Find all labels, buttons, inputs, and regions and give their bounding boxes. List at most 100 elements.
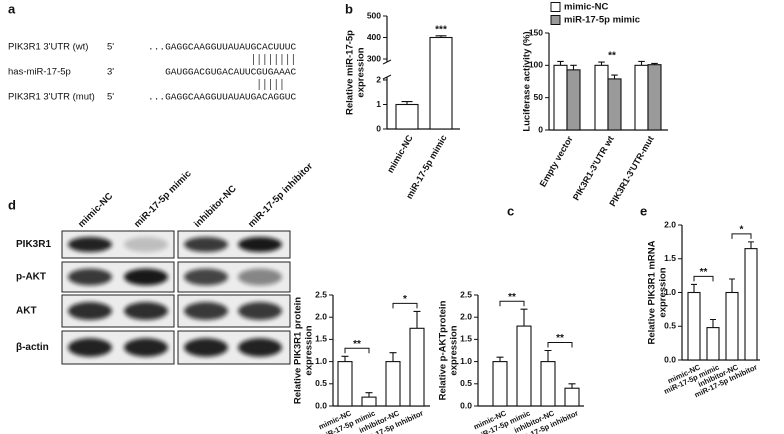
- significance-bracket: [693, 275, 714, 282]
- blot-band: [184, 268, 228, 286]
- y-tick-label: 0.5: [664, 321, 676, 331]
- error-bar: [611, 74, 618, 79]
- sequence-end: 3': [107, 67, 114, 78]
- bar: [687, 291, 701, 361]
- bar: [540, 361, 556, 407]
- blot-row-label: AKT: [16, 306, 37, 317]
- significance-bracket: [731, 233, 752, 239]
- sequence-name: PIK3R1 3'UTR (mut): [8, 92, 95, 103]
- bar: [409, 327, 425, 407]
- error-bar: [691, 283, 697, 293]
- significance-label: **: [556, 333, 564, 344]
- bar: [361, 396, 377, 407]
- blot-row-label: p-AKT: [16, 272, 46, 283]
- blot-band: [68, 338, 112, 357]
- y-axis-label: Luciferase activity (%): [522, 31, 533, 131]
- y-tick-label: 1.5: [460, 334, 472, 344]
- panel-letter: e: [640, 203, 647, 218]
- significance-bracket: [392, 302, 418, 309]
- blot-band: [238, 338, 282, 357]
- y-tick-label: 150: [529, 27, 543, 37]
- blot-band: [124, 236, 168, 253]
- x-tick-label: PIK3R1-3'UTR-mut: [607, 134, 655, 208]
- y-tick-label: 1.5: [315, 334, 327, 344]
- blot-band: [68, 236, 112, 253]
- y-axis-label: expression: [449, 325, 460, 375]
- y-tick-label: 400: [367, 32, 381, 42]
- bar: [607, 78, 622, 131]
- panel-letter: b: [345, 1, 353, 16]
- sequence-end: 5': [107, 92, 114, 103]
- bar: [594, 64, 609, 131]
- y-tick-label: 0.0: [664, 354, 676, 364]
- bar: [553, 64, 568, 131]
- sequence-segment: ACAGG: [256, 92, 285, 103]
- sequence-segment: GAUGGACGUGACAUU: [148, 67, 251, 78]
- blot-band: [124, 338, 168, 357]
- blot-band: [184, 302, 228, 320]
- sequence-segment: CGUGAAAC: [251, 67, 297, 78]
- y-tick-label: 100: [529, 60, 543, 70]
- error-bar: [544, 349, 552, 362]
- blot-column-label: miR-17-5p mimic: [132, 168, 194, 230]
- bar: [564, 387, 580, 407]
- error-bar: [496, 356, 504, 362]
- y-axis-label: Relative PIK3R1 protein: [293, 297, 304, 404]
- y-tick-label: 1.0: [664, 287, 676, 297]
- error-bar: [365, 392, 373, 398]
- error-bar: [729, 278, 735, 293]
- sequence-segment: ...GAGGCAAGGUUAUAU: [148, 42, 251, 53]
- bar: [337, 361, 353, 407]
- error-bar: [557, 60, 564, 66]
- significance-label: **: [608, 51, 616, 62]
- bar: [744, 248, 758, 361]
- error-bar: [341, 355, 349, 362]
- significance-label: ***: [435, 24, 447, 35]
- blot-band: [238, 302, 282, 320]
- error-bar: [651, 62, 658, 65]
- bar: [429, 36, 453, 130]
- y-tick-label: 2.0: [315, 311, 327, 321]
- significance-label: **: [700, 267, 708, 278]
- legend-swatch: [550, 2, 561, 12]
- significance-bracket: [499, 300, 525, 307]
- y-tick-label: 2.0: [664, 219, 676, 229]
- significance-label: **: [353, 339, 361, 350]
- y-tick-label: 2.5: [315, 289, 327, 299]
- y-axis-label: Relative p-AKTprotein: [438, 300, 449, 400]
- sequence-segment: UC: [285, 92, 297, 103]
- y-tick-label: 2: [376, 74, 381, 84]
- blot-band: [68, 302, 112, 320]
- bar: [647, 64, 662, 131]
- error-bar: [568, 383, 576, 389]
- axis-break: [382, 74, 392, 80]
- error-bar: [638, 60, 645, 66]
- y-axis-label: expression: [658, 267, 669, 317]
- y-tick-label: 0.0: [460, 400, 472, 410]
- panel-letter: d: [8, 197, 16, 212]
- x-tick-label: mimic-NC: [385, 133, 415, 175]
- y-tick-label: 2.0: [460, 311, 472, 321]
- blot-column-label: inhibitor-NC: [192, 183, 239, 230]
- error-bar: [413, 310, 421, 329]
- error-bar: [401, 101, 413, 105]
- y-tick-label: 1.0: [460, 356, 472, 366]
- y-axis-label: expression: [356, 47, 367, 97]
- y-tick-label: 0.5: [460, 378, 472, 388]
- y-tick-label: 0: [376, 123, 381, 133]
- blot-column-label: miR-17-5p inhibitor: [246, 161, 315, 230]
- error-bar: [520, 308, 528, 327]
- legend-swatch: [550, 15, 561, 25]
- significance-label: **: [508, 292, 516, 303]
- error-bar: [570, 64, 577, 70]
- blot-band: [68, 268, 112, 286]
- y-tick-label: 0.0: [315, 400, 327, 410]
- x-tick-label: Empty vector: [538, 134, 575, 189]
- y-tick-label: 500: [367, 10, 381, 20]
- axis-break: [382, 59, 392, 65]
- error-bar: [748, 241, 754, 249]
- y-tick-label: 0: [538, 124, 543, 134]
- y-tick-label: 1: [376, 99, 381, 109]
- blot-band: [238, 236, 282, 253]
